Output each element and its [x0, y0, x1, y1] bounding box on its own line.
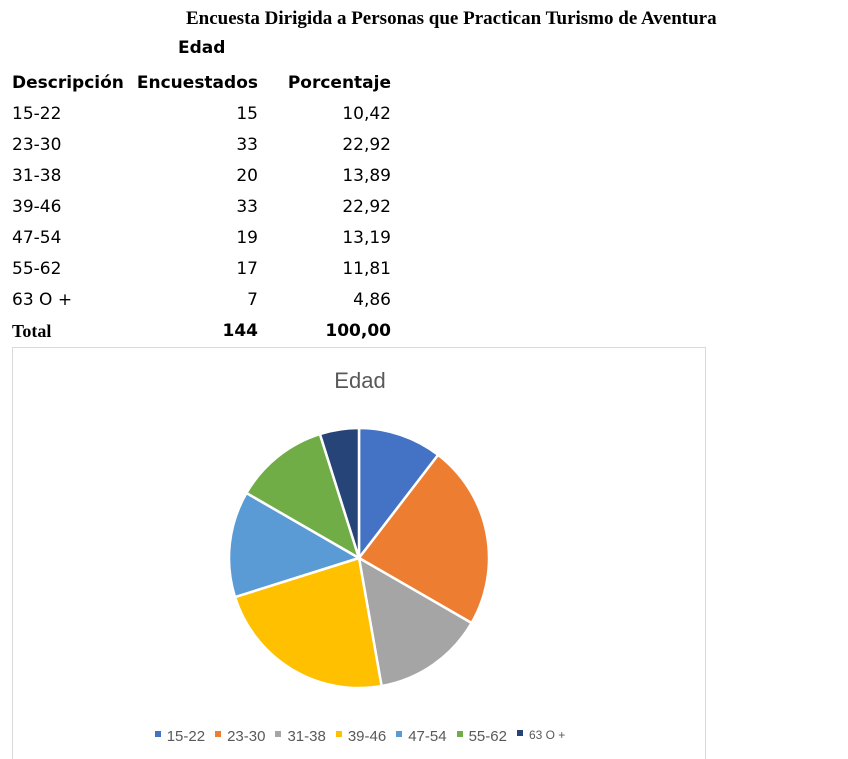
pie-slice-63-o — [318, 426, 361, 559]
row-porcentaje: 13,19 — [342, 228, 391, 248]
chart-legend: 15-22 23-30 31-38 39-46 47-54 55-62 63 O + — [13, 728, 707, 745]
pie-slice-47-54 — [227, 491, 363, 599]
legend-swatch — [154, 731, 161, 738]
row-descripcion: 63 O + — [12, 290, 73, 310]
pie-chart-area: Edad 15-22 23-30 31-38 39-46 47-54 55-62 63 O … — [12, 347, 706, 759]
pie-slice-39-46 — [233, 556, 384, 690]
legend-label: 15-22 — [166, 728, 206, 745]
header-descripcion: Descripción — [12, 73, 124, 93]
total-encuestados: 144 — [222, 321, 259, 341]
row-porcentaje: 22,92 — [342, 135, 391, 155]
row-porcentaje: 13,89 — [342, 166, 391, 186]
row-descripcion: 23-30 — [12, 135, 62, 155]
row-encuestados: 33 — [236, 135, 258, 155]
row-encuestados: 7 — [247, 290, 258, 310]
legend-label: 55-62 — [468, 728, 507, 745]
legend-label: 47-54 — [408, 728, 447, 745]
row-descripcion: 55-62 — [12, 259, 62, 279]
row-porcentaje: 11,81 — [342, 259, 391, 279]
row-encuestados: 15 — [236, 104, 258, 124]
row-porcentaje: 10,42 — [342, 104, 391, 124]
legend-label: 23-30 — [227, 728, 266, 745]
header-encuestados: Encuestados — [136, 73, 258, 93]
pie-slice-23-30 — [357, 453, 491, 625]
legend-swatch — [456, 731, 463, 738]
row-descripcion: 31-38 — [12, 166, 62, 186]
pie-slice-55-62 — [244, 432, 362, 561]
legend-item: 15-22 — [154, 728, 206, 745]
row-porcentaje: 22,92 — [342, 197, 391, 217]
row-porcentaje: 4,86 — [353, 290, 391, 310]
total-porcentaje: 100,00 — [325, 321, 391, 341]
legend-item: 31-38 — [275, 728, 326, 745]
legend-item: 55-62 — [456, 728, 507, 745]
legend-item: 47-54 — [396, 728, 447, 745]
legend-swatch — [335, 731, 342, 738]
legend-item: 23-30 — [215, 728, 265, 745]
row-encuestados: 20 — [236, 166, 258, 186]
legend-swatch — [516, 729, 523, 736]
page-title: Encuesta Dirigida a Personas que Practic… — [186, 8, 717, 29]
legend-swatch — [215, 731, 222, 738]
pie-slice-31-38 — [357, 555, 474, 688]
legend-label: 31-38 — [287, 728, 326, 745]
legend-swatch — [396, 731, 403, 738]
row-descripcion: 15-22 — [12, 104, 62, 124]
legend-label: 39-46 — [347, 728, 387, 745]
chart-title: Edad — [334, 368, 386, 393]
pie-chart — [227, 426, 491, 690]
header-porcentaje: Porcentaje — [287, 73, 391, 93]
row-encuestados: 33 — [236, 197, 258, 217]
legend-item: 39-46 — [335, 728, 387, 745]
row-descripcion: 39-46 — [12, 197, 62, 217]
legend-label: 63 O + — [528, 728, 566, 742]
table-group-header: Edad — [178, 38, 226, 58]
pie-slice-15-22 — [357, 426, 440, 562]
total-label: Total — [12, 321, 52, 341]
legend-swatch — [275, 731, 282, 738]
row-encuestados: 17 — [236, 259, 258, 279]
row-descripcion: 47-54 — [12, 228, 62, 248]
legend-item: 63 O + — [516, 728, 566, 742]
row-encuestados: 19 — [236, 228, 258, 248]
